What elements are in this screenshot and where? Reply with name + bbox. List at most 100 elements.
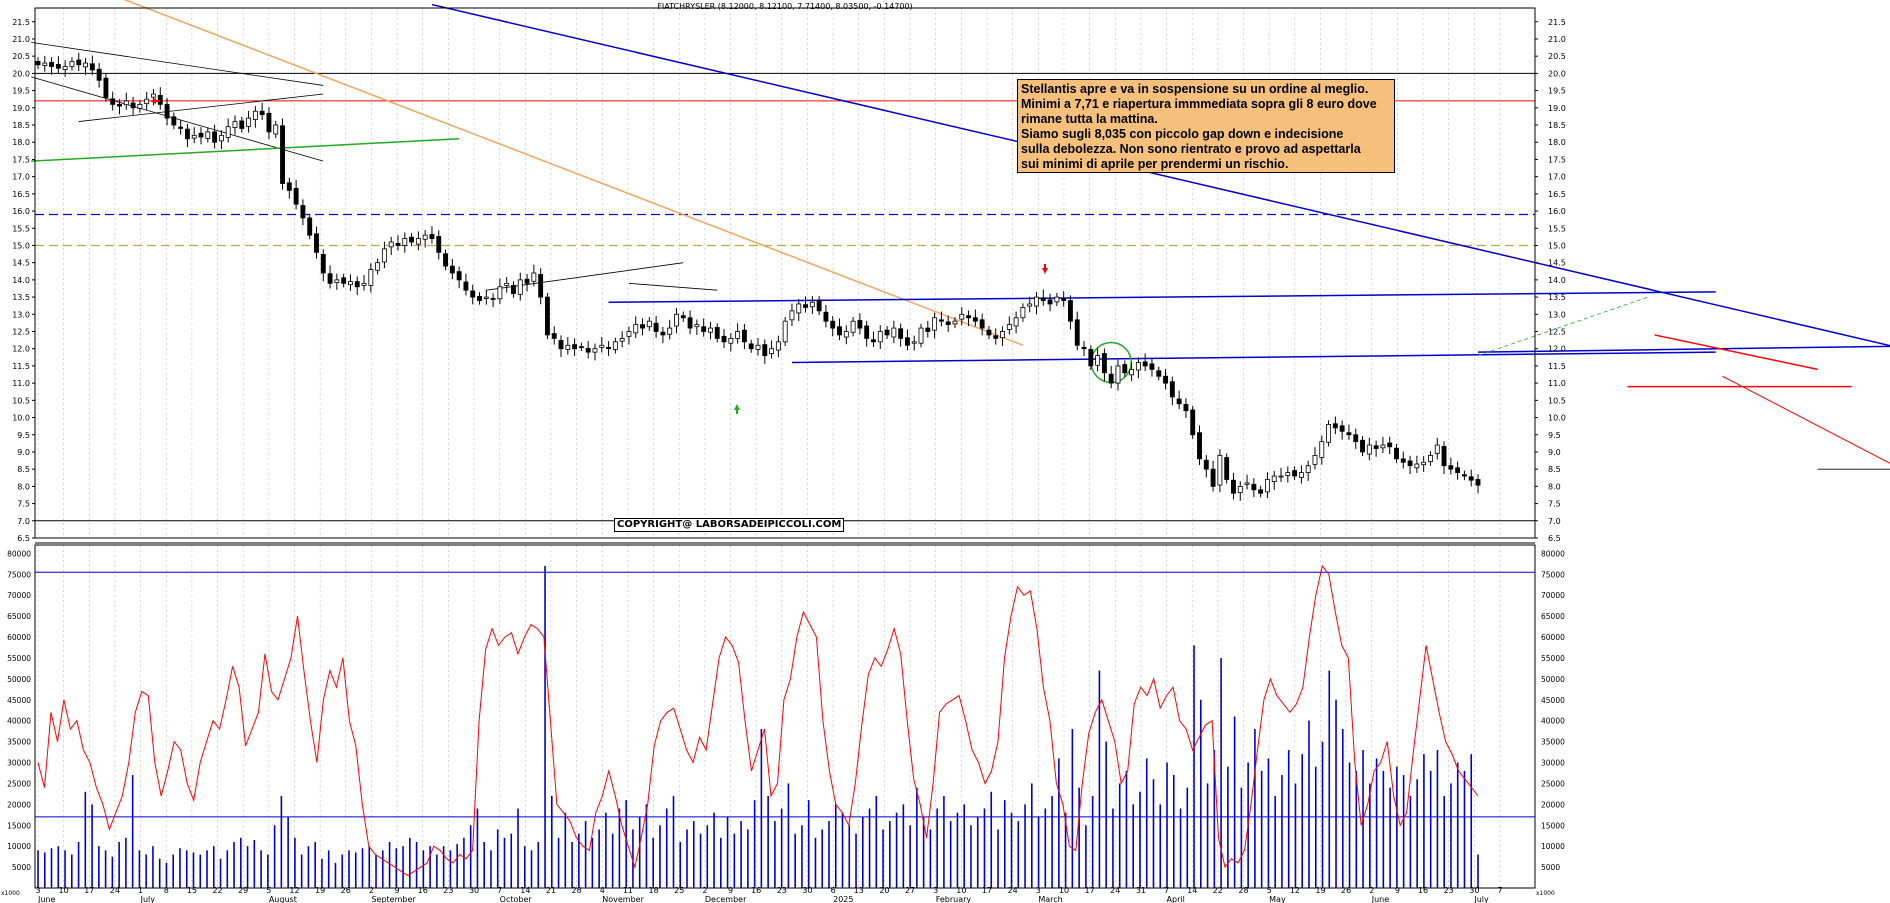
axes (32, 7, 1538, 889)
price-tick-label: 6.5 (17, 534, 30, 543)
price-tick-label: 12.5 (1548, 328, 1566, 337)
day-tick-label: 9 (395, 886, 400, 895)
candle-body (612, 341, 618, 350)
price-tick-label: 7.5 (1548, 500, 1561, 509)
candlestick (232, 115, 238, 135)
candle-body (708, 327, 713, 333)
candle-body (1353, 434, 1359, 443)
candlestick (1353, 428, 1359, 449)
price-tick-label: 15.0 (1548, 241, 1566, 250)
month-label: August (269, 895, 297, 903)
price-tick-label: 7.5 (17, 500, 30, 509)
price-tick-label: 14.5 (1548, 259, 1566, 268)
day-tick-label: 6 (831, 886, 836, 895)
candlestick (986, 326, 992, 340)
candle-body (151, 93, 156, 98)
candlestick (470, 284, 476, 305)
candle-body (714, 326, 720, 339)
candlestick (1360, 436, 1365, 457)
price-tick-label: 11.0 (12, 379, 30, 388)
candlestick (55, 56, 61, 74)
candle-body (252, 110, 258, 120)
candle-body (409, 236, 415, 243)
day-tick-label: 22 (212, 886, 222, 895)
volume-tick-label: 20000 (1541, 800, 1565, 809)
candlestick (483, 289, 489, 305)
day-tick-label: 30 (469, 886, 479, 895)
price-tick-label: 10.0 (1548, 414, 1566, 423)
candlestick (103, 74, 109, 102)
day-tick-label: 24 (1110, 886, 1120, 895)
up-arrow-marker (734, 404, 740, 414)
candle-body (1326, 424, 1332, 443)
candle-body (422, 234, 428, 240)
candlestick (843, 325, 849, 345)
copyright-label: COPYRIGHT@ LABORSADEIPICCOLI.COM (614, 518, 845, 532)
candle-body (1000, 331, 1005, 339)
candle-body (1305, 465, 1311, 474)
candle-body (375, 262, 381, 271)
rising-dashed-green (1477, 296, 1648, 356)
candlestick (300, 199, 306, 226)
candlestick (89, 55, 95, 76)
day-tick-label: 16 (418, 886, 428, 895)
candle-body (1068, 300, 1073, 322)
candlestick (1088, 345, 1094, 371)
candlestick (796, 298, 802, 322)
candlestick (436, 230, 442, 260)
day-tick-label: 9 (728, 886, 733, 895)
candlestick (1176, 390, 1182, 409)
candle-body (932, 317, 938, 331)
candlestick (266, 107, 272, 140)
chart-title: FIATCHRYSLER (8.12000, 8.12100, 7.71400,… (657, 2, 913, 11)
candle-body (544, 296, 550, 336)
candle-body (701, 326, 707, 332)
candlestick (42, 55, 48, 72)
annotation-line: Minimi a 7,71 e riapertura immmediata so… (1021, 97, 1377, 111)
candlestick (1169, 376, 1175, 406)
candlestick (572, 338, 578, 356)
candle-body (1414, 463, 1420, 469)
day-tick-label: 17 (982, 886, 992, 895)
candle-body (1197, 432, 1202, 460)
price-tick-label: 7.0 (17, 517, 30, 526)
candlestick (314, 226, 319, 259)
day-tick-label: 27 (905, 886, 915, 895)
day-tick-label: 28 (572, 886, 582, 895)
candle-body (904, 337, 910, 346)
candle-body (300, 205, 306, 219)
day-tick-label: 28 (1238, 886, 1248, 895)
horizontal-levels (35, 72, 1535, 818)
month-label: April (1167, 895, 1185, 903)
price-tick-label: 14.0 (1548, 276, 1566, 285)
candlestick (259, 102, 265, 120)
price-tick-label: 16.0 (1548, 207, 1566, 216)
price-tick-label: 21.5 (1548, 18, 1566, 27)
price-tick-label: 8.5 (17, 465, 30, 474)
candle-body (463, 281, 469, 291)
candle-body (1448, 465, 1454, 470)
candle-body (660, 331, 666, 336)
candlestick (959, 307, 965, 326)
candle-body (1380, 444, 1386, 449)
candle-body (511, 284, 516, 295)
candlestick (76, 52, 82, 71)
candle-body (646, 320, 652, 328)
day-tick-label: 30 (1469, 886, 1479, 895)
candlestick (164, 98, 170, 126)
day-tick-label: 30 (802, 886, 812, 895)
candlestick (171, 112, 177, 130)
price-pane-frame (34, 7, 1536, 539)
candlestick (1013, 311, 1019, 334)
candlestick (1163, 369, 1168, 390)
candlestick (409, 233, 415, 247)
volume-tick-labels-left: 5000 10000 15000 20000 25000 30000 35000 40000 4… (1, 549, 31, 897)
candle-body (157, 95, 163, 105)
price-tick-label: 11.5 (1548, 362, 1566, 371)
day-tick-label: 23 (777, 886, 787, 895)
candlestick (721, 329, 727, 349)
candlestick (1210, 460, 1216, 492)
month-label: July (140, 895, 156, 903)
candlestick (687, 310, 693, 335)
day-tick-label: 15 (187, 886, 197, 895)
